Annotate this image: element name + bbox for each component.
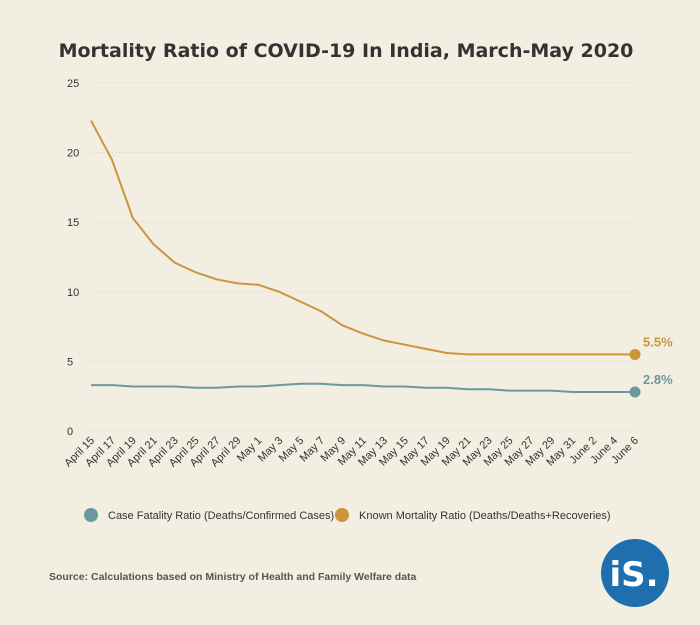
logo: iS. (601, 539, 669, 607)
series-line-0 (91, 382, 635, 393)
y-tick-label: 5 (67, 356, 73, 368)
grid-lines (91, 82, 635, 432)
plot-area: 2.8% 5.5% (90, 120, 673, 398)
legend-label-0: Case Fatality Ratio (Deaths/Confirmed Ca… (108, 510, 334, 522)
series-end-point-0 (629, 386, 641, 398)
legend-swatch-0 (84, 508, 98, 522)
y-tick-label: 20 (67, 148, 79, 160)
series-end-label-1: 5.5% (643, 334, 673, 349)
y-axis: 0 5 10 15 20 25 (67, 78, 79, 438)
legend: Case Fatality Ratio (Deaths/Confirmed Ca… (84, 508, 611, 522)
legend-swatch-1 (335, 508, 349, 522)
source-note: Source: Calculations based on Ministry o… (49, 571, 417, 583)
y-tick-label: 25 (67, 78, 79, 90)
chart-title: Mortality Ratio of COVID-19 In India, Ma… (59, 40, 634, 62)
y-tick-label: 0 (67, 426, 73, 438)
y-tick-label: 15 (67, 217, 79, 229)
legend-label-1: Known Mortality Ratio (Deaths/Deaths+Rec… (359, 510, 611, 522)
series-line-1 (90, 120, 635, 356)
series-end-point-1 (629, 348, 641, 360)
logo-circle (601, 539, 669, 607)
series-end-label-0: 2.8% (643, 372, 673, 387)
logo-text: iS. (609, 555, 658, 595)
y-tick-label: 10 (67, 287, 79, 299)
